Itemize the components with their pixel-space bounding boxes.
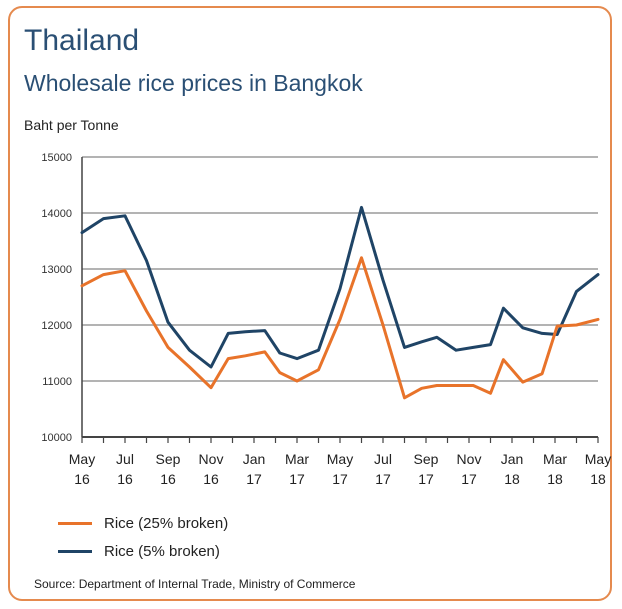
x-tick-label-year: 16 <box>160 471 176 487</box>
x-tick-label-month: Mar <box>285 451 309 467</box>
x-tick-label-month: Sep <box>156 451 181 467</box>
x-tick-label-year: 18 <box>504 471 520 487</box>
x-tick-label-year: 16 <box>74 471 90 487</box>
y-tick-label: 10000 <box>41 432 72 444</box>
x-tick-label-year: 17 <box>375 471 391 487</box>
x-tick-label-month: Jan <box>243 451 266 467</box>
y-axis-unit-label: Baht per Tonne <box>24 117 119 133</box>
y-tick-label: 14000 <box>41 208 72 220</box>
series-line-rice-5 <box>80 205 600 369</box>
x-tick-label-month: May <box>585 451 611 467</box>
legend-label-rice-25: Rice (25% broken) <box>104 515 229 532</box>
x-tick-label-month: Jan <box>501 451 524 467</box>
legend-swatch-rice-25 <box>58 522 92 525</box>
x-tick-label-year: 17 <box>461 471 477 487</box>
series-line-rice-25 <box>80 256 600 400</box>
chart-card <box>8 6 612 601</box>
x-tick-label-month: Nov <box>199 451 224 467</box>
x-tick-label-year: 18 <box>590 471 606 487</box>
x-tick-label-year: 16 <box>117 471 133 487</box>
x-tick-label-month: Jul <box>116 451 134 467</box>
x-tick-label-year: 17 <box>418 471 434 487</box>
legend-swatch-rice-5 <box>58 550 92 553</box>
y-tick-label: 12000 <box>41 320 72 332</box>
x-tick-label-year: 17 <box>289 471 305 487</box>
y-tick-label: 13000 <box>41 264 72 276</box>
legend-item-rice-25: Rice (25% broken) <box>58 515 228 532</box>
x-tick-label-month: May <box>69 451 95 467</box>
x-tick-label-year: 17 <box>246 471 262 487</box>
source-note: Source: Department of Internal Trade, Mi… <box>34 577 356 591</box>
y-tick-label: 11000 <box>42 376 72 388</box>
legend-label-rice-5: Rice (5% broken) <box>104 543 220 560</box>
y-tick-label: 15000 <box>41 152 72 164</box>
x-tick-label-year: 18 <box>547 471 563 487</box>
chart-subtitle: Wholesale rice prices in Bangkok <box>24 70 363 96</box>
legend-item-rice-5: Rice (5% broken) <box>58 543 220 560</box>
x-tick-label-month: Mar <box>543 451 567 467</box>
x-tick-label-month: May <box>327 451 353 467</box>
x-tick-label-month: Nov <box>457 451 482 467</box>
x-tick-label-month: Jul <box>374 451 392 467</box>
x-tick-label-month: Sep <box>414 451 439 467</box>
x-tick-label-year: 17 <box>332 471 348 487</box>
chart-title: Thailand <box>24 24 140 57</box>
x-tick-label-year: 16 <box>203 471 219 487</box>
